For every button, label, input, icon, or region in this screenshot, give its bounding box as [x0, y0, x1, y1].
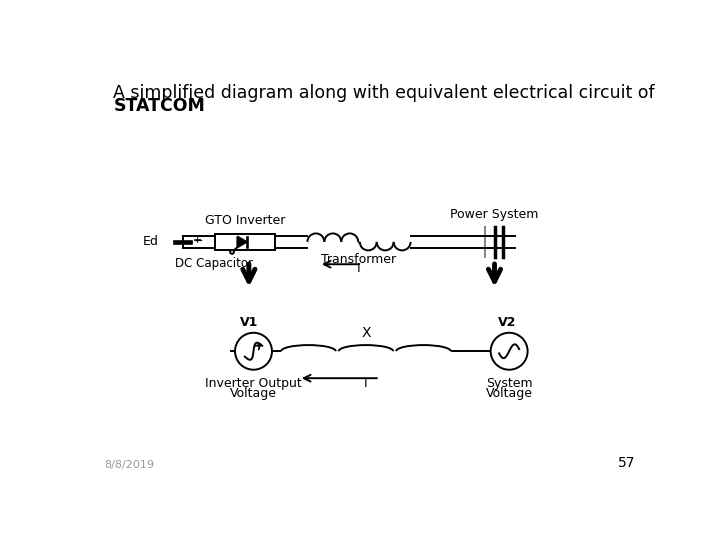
Circle shape	[490, 333, 528, 370]
Text: Power System: Power System	[450, 208, 539, 221]
Text: Inverter Output: Inverter Output	[205, 377, 302, 390]
Text: V1: V1	[240, 316, 258, 329]
Circle shape	[230, 250, 234, 254]
Bar	[215, 234, 275, 249]
Text: 8/8/2019: 8/8/2019	[104, 460, 154, 470]
Circle shape	[235, 333, 272, 370]
Text: X: X	[361, 327, 371, 340]
Text: Transformer: Transformer	[321, 253, 397, 266]
Text: I: I	[364, 377, 368, 390]
Text: A simplified diagram along with equivalent electrical circuit of: A simplified diagram along with equivale…	[113, 84, 655, 102]
Text: GTO Inverter: GTO Inverter	[205, 213, 285, 226]
Text: 57: 57	[618, 456, 636, 470]
Polygon shape	[238, 237, 247, 247]
Text: I: I	[357, 262, 361, 275]
Text: Voltage: Voltage	[486, 387, 533, 400]
Text: Voltage: Voltage	[230, 387, 277, 400]
Text: DC Capacitor: DC Capacitor	[175, 257, 253, 271]
Text: −: −	[193, 234, 203, 248]
Text: Ed: Ed	[143, 235, 159, 248]
Text: System: System	[486, 377, 533, 390]
Text: STATCOM: STATCOM	[113, 97, 205, 115]
Text: V2: V2	[498, 316, 517, 329]
Text: +: +	[193, 234, 202, 245]
